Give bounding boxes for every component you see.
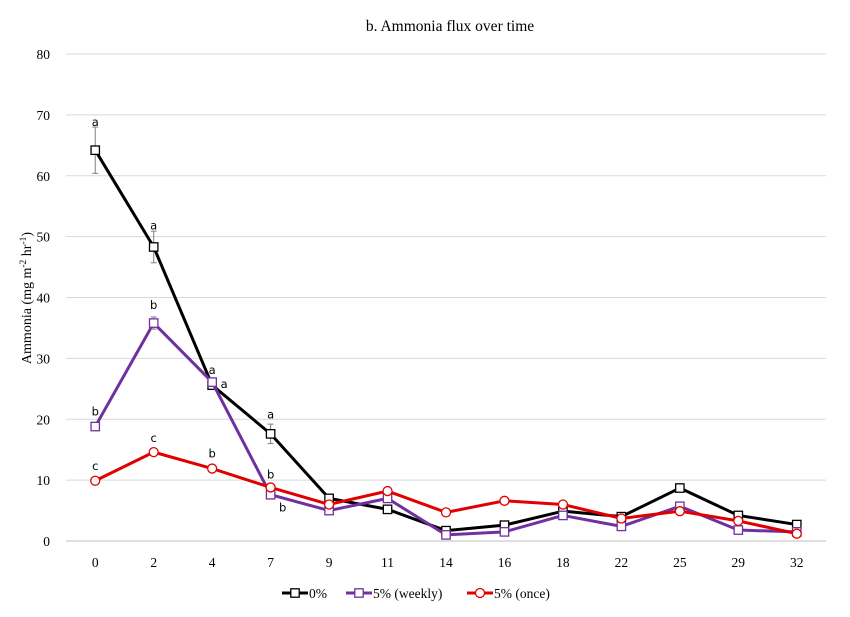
x-tick-label-2: 2 <box>150 555 157 570</box>
x-tick-label-22: 22 <box>615 555 629 570</box>
y-tick-label-10: 10 <box>37 473 51 488</box>
y-tick-label-60: 60 <box>37 169 51 184</box>
data-point-2-0 <box>90 475 101 486</box>
y-axis-tick-labels: 0 10 20 30 40 50 60 70 80 <box>37 47 51 549</box>
legend-entry-0: 0% <box>282 586 327 601</box>
legend-label-1: 5% (weekly) <box>373 586 442 601</box>
data-point-2-7 <box>499 495 510 506</box>
legend-label-2: 5% (once) <box>494 586 550 601</box>
x-tick-label-25: 25 <box>673 555 687 570</box>
significance-letter-10: b <box>267 468 274 482</box>
y-axis-label-sup1: -2 <box>19 259 29 267</box>
significance-letter-8: b <box>208 446 215 460</box>
significance-letter-1: b <box>92 404 99 418</box>
data-point-1-6 <box>441 530 451 540</box>
y-axis-label-main: Ammonia (mg m <box>20 268 35 365</box>
y-tick-label-30: 30 <box>37 351 51 366</box>
data-point-2-2 <box>207 463 218 474</box>
significance-letter-6: a <box>209 363 216 377</box>
legend-swatch-marker-1 <box>354 588 364 598</box>
x-tick-label-7: 7 <box>267 555 274 570</box>
data-point-1-2 <box>207 377 218 387</box>
data-point-2-11 <box>733 515 744 527</box>
x-tick-label-11: 11 <box>381 555 394 570</box>
chart-title: b. Ammonia flux over time <box>366 18 534 35</box>
gridlines <box>66 53 826 542</box>
significance-letter-3: a <box>150 219 157 233</box>
data-point-2-5 <box>382 485 393 497</box>
data-point-0-5 <box>382 504 393 515</box>
data-point-2-6 <box>440 507 452 518</box>
y-axis-label-end: ) <box>20 232 35 237</box>
data-point-2-3 <box>265 482 276 493</box>
legend-label-0: 0% <box>309 586 327 601</box>
y-tick-label-40: 40 <box>37 291 51 306</box>
legend-entry-1: 5% (weekly) <box>346 586 442 601</box>
y-axis-label-sup2: -1 <box>19 236 29 244</box>
significance-letter-9: a <box>267 407 274 421</box>
data-point-2-10 <box>674 506 685 517</box>
significance-letter-11: b <box>279 501 286 515</box>
legend: 0% 5% (weekly) 5% (once) <box>282 586 550 601</box>
y-tick-label-70: 70 <box>37 108 51 123</box>
series-line-0 <box>93 149 798 533</box>
data-point-1-0 <box>90 421 101 432</box>
x-tick-label-32: 32 <box>790 555 804 570</box>
series-0 <box>90 126 802 536</box>
data-point-2-12 <box>791 528 802 539</box>
series-layer <box>90 126 802 540</box>
x-tick-label-4: 4 <box>209 555 216 570</box>
data-point-1-7 <box>499 527 510 537</box>
significance-letter-4: b <box>150 298 157 312</box>
data-point-0-0 <box>90 145 101 156</box>
data-point-2-9 <box>616 513 627 524</box>
y-tick-label-0: 0 <box>43 534 50 549</box>
y-axis-label: Ammonia (mg m-2 hr-1) <box>19 232 35 364</box>
significance-letter-0: a <box>92 115 99 129</box>
legend-swatch-marker-2 <box>474 587 486 599</box>
y-tick-label-50: 50 <box>37 230 51 245</box>
data-point-2-1 <box>148 446 159 458</box>
legend-entry-2: 5% (once) <box>467 586 550 601</box>
x-tick-label-14: 14 <box>439 555 453 570</box>
y-tick-label-20: 20 <box>37 412 51 427</box>
data-point-0-1 <box>148 242 159 252</box>
significance-letter-5: c <box>151 431 157 445</box>
x-tick-label-9: 9 <box>326 555 333 570</box>
data-point-1-11 <box>733 525 744 535</box>
y-tick-label-80: 80 <box>37 47 51 62</box>
x-tick-label-0: 0 <box>92 555 99 570</box>
data-point-0-10 <box>674 483 685 493</box>
x-tick-label-18: 18 <box>556 555 570 570</box>
y-axis-label-mid: hr <box>20 244 35 260</box>
data-point-2-8 <box>557 499 569 510</box>
x-tick-label-29: 29 <box>732 555 746 570</box>
series-2 <box>90 446 802 539</box>
data-point-1-8 <box>558 510 568 521</box>
data-point-2-4 <box>323 499 335 510</box>
x-axis-tick-labels: 0 2 4 7 9 11 14 16 18 22 25 29 32 <box>92 555 804 570</box>
significance-letter-7: a <box>221 377 228 391</box>
data-point-0-3 <box>265 429 276 439</box>
x-tick-label-16: 16 <box>498 555 512 570</box>
data-point-1-1 <box>148 318 159 328</box>
significance-letter-2: c <box>92 459 98 473</box>
legend-swatch-marker-0 <box>290 588 300 598</box>
